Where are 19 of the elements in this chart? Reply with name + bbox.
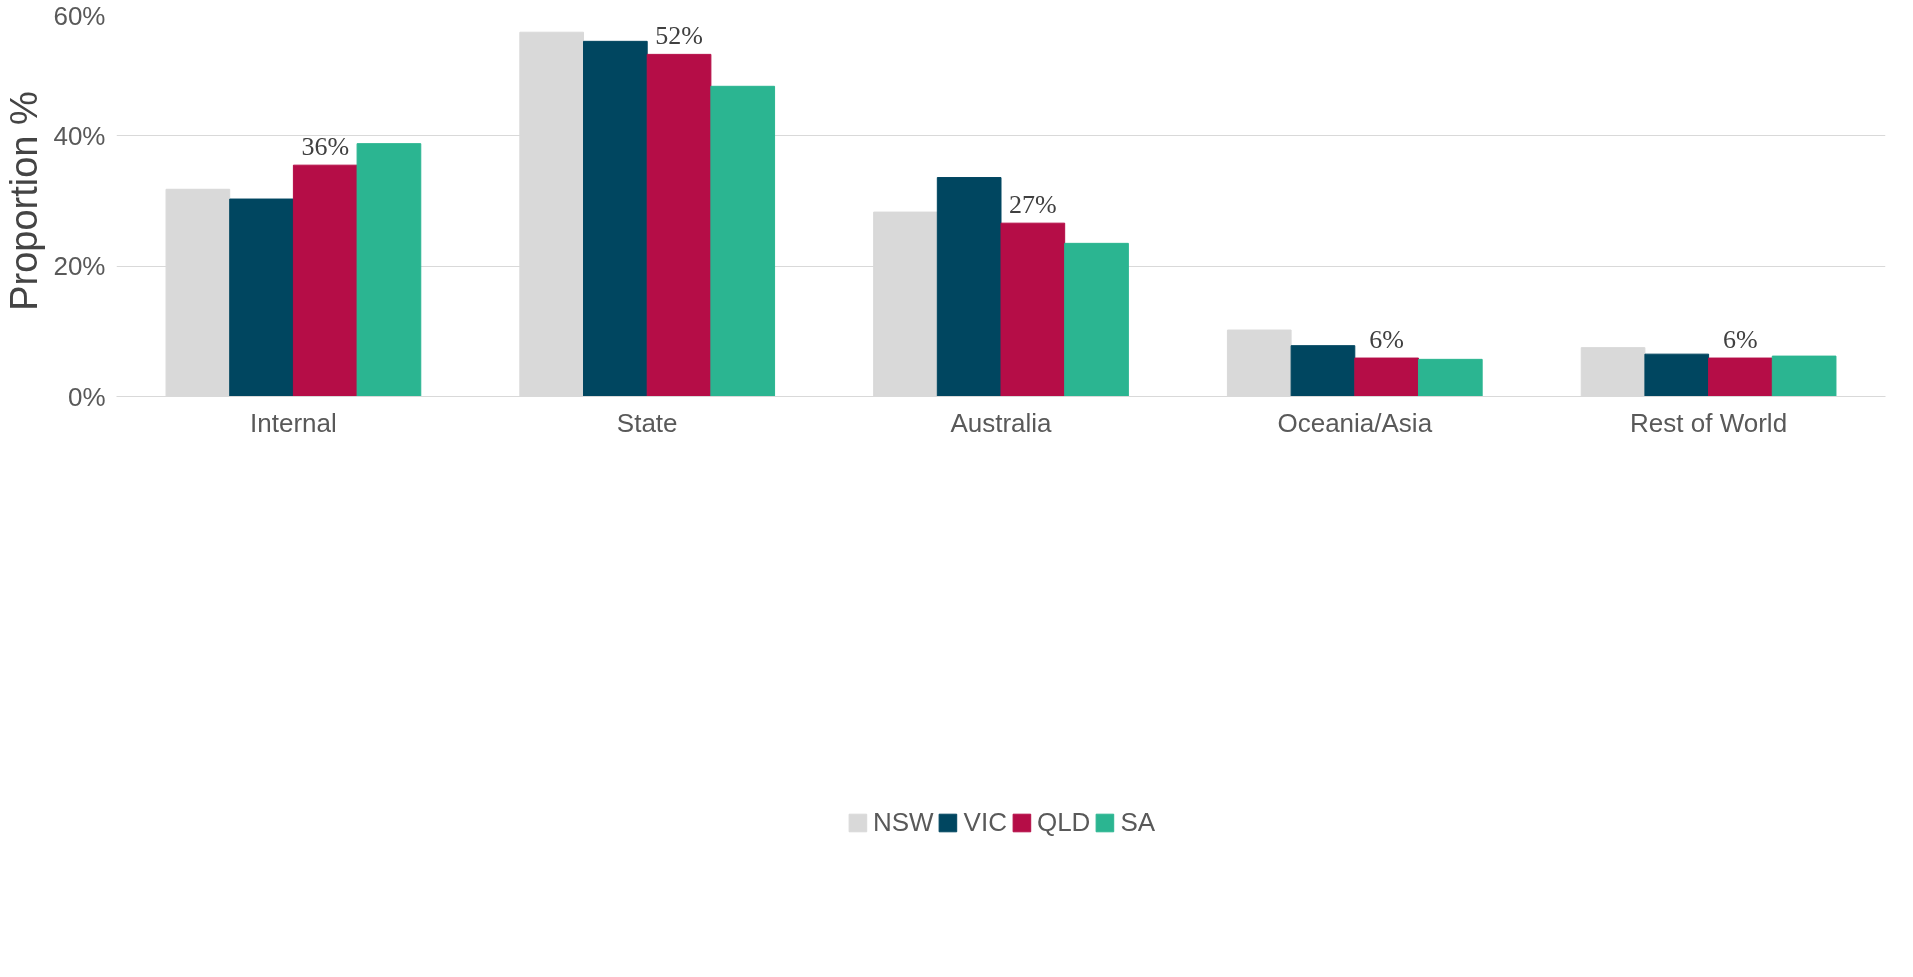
x-tick-label: Rest of World: [1630, 407, 1788, 438]
y-tick-label: 40%: [53, 120, 106, 151]
x-tick-label: State: [616, 407, 678, 438]
data-label: 36%: [301, 132, 350, 162]
x-tick-label: Australia: [950, 407, 1053, 438]
x-tick-label: Internal: [250, 407, 337, 438]
data-label: 6%: [1369, 325, 1404, 355]
data-label: 27%: [1009, 190, 1057, 220]
legend-label: QLD: [1036, 806, 1091, 838]
y-tick-label: 20%: [53, 251, 106, 282]
y-tick-label: 60%: [53, 0, 106, 31]
data-label: 6%: [1723, 325, 1758, 355]
legend-label: NSW: [872, 806, 934, 838]
legend-label: SA: [1120, 806, 1156, 838]
data-label: 52%: [655, 21, 703, 51]
x-tick-label: Oceania/Asia: [1277, 407, 1433, 438]
y-tick-label: 0%: [67, 381, 106, 412]
y-axis-title: Proportion %: [3, 91, 46, 311]
legend-label: VIC: [963, 806, 1007, 838]
